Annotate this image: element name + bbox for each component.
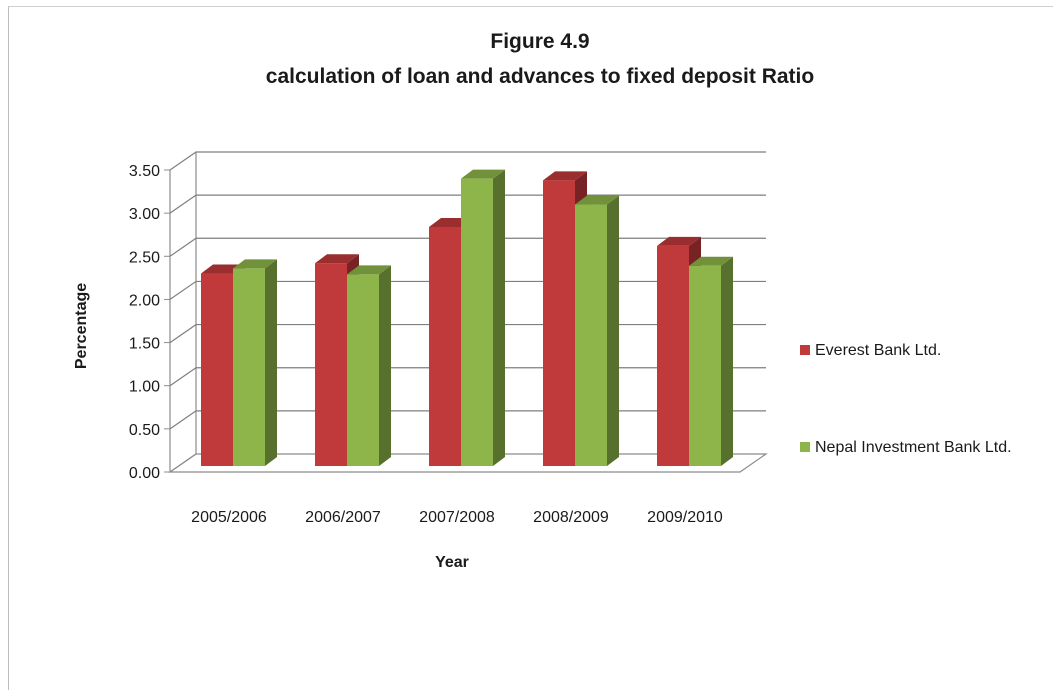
bar-nepal-investment-2007-2008	[461, 169, 505, 466]
y-tick-label: 2.00	[129, 292, 160, 309]
y-tick-label: 0.00	[129, 465, 160, 482]
bar-nepal-investment-2006-2007	[347, 265, 391, 466]
x-tick-label: 2005/2006	[191, 509, 267, 526]
x-tick-label: 2007/2008	[419, 509, 495, 526]
bar-nepal-investment-2005-2006	[233, 259, 277, 466]
x-tick-label: 2008/2009	[533, 509, 609, 526]
y-axis-label: Percentage	[73, 283, 90, 369]
plot-walls	[168, 152, 768, 473]
y-tick-label: 2.50	[129, 249, 160, 266]
legend-label: Nepal Investment Bank Ltd.	[815, 439, 1012, 456]
chart-subtitle: calculation of loan and advances to fixe…	[266, 65, 814, 88]
chart-frame	[8, 6, 1053, 690]
x-tick-label: 2006/2007	[305, 509, 381, 526]
gridline	[169, 151, 766, 171]
bars	[201, 169, 733, 466]
legend: Everest Bank Ltd. Nepal Investment Bank L…	[800, 342, 1012, 456]
legend-swatch	[800, 345, 810, 355]
y-tick-label: 3.50	[129, 163, 160, 180]
chart-title: Figure 4.9	[490, 30, 589, 53]
y-tick-label: 1.50	[129, 336, 160, 353]
bar-nepal-investment-2008-2009	[575, 195, 619, 466]
legend-label: Everest Bank Ltd.	[815, 342, 941, 359]
y-tick-label: 0.50	[129, 422, 160, 439]
y-tick-label: 3.00	[129, 206, 160, 223]
legend-swatch	[800, 442, 810, 452]
x-tick-labels: 2005/2006 2006/2007 2007/2008 2008/2009 2009…	[191, 509, 723, 526]
bar-nepal-investment-2009-2010	[689, 256, 733, 466]
x-axis-label: Year	[435, 554, 469, 571]
y-tick-labels: 0.00 0.50 1.00 1.50 2.00 2.50 3.00 3.50	[129, 163, 160, 482]
x-tick-label: 2009/2010	[647, 509, 723, 526]
y-tick-label: 1.00	[129, 379, 160, 396]
